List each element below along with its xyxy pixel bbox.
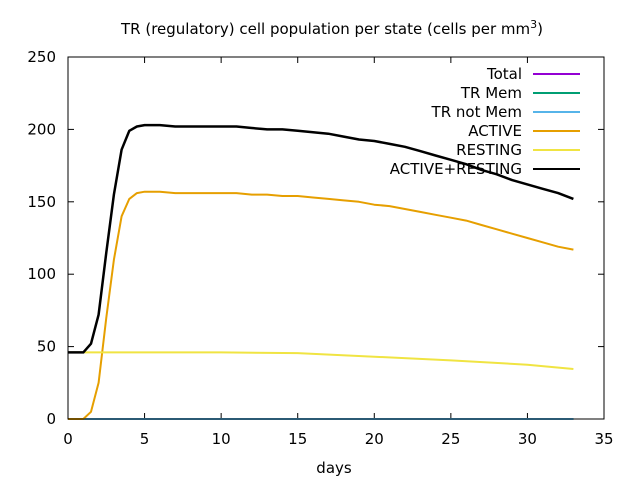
y-tick-label: 150 <box>27 193 56 211</box>
x-tick-label: 0 <box>63 430 73 448</box>
x-axis-label: days <box>316 459 352 477</box>
x-tick-label: 10 <box>212 430 231 448</box>
x-tick-label: 15 <box>288 430 307 448</box>
y-tick-label: 50 <box>37 338 56 356</box>
series-line-resting <box>68 351 574 370</box>
legend-label: RESTING <box>456 141 522 159</box>
legend-label: ACTIVE+RESTING <box>390 160 522 178</box>
x-tick-label: 25 <box>441 430 460 448</box>
series-line-active <box>68 190 574 420</box>
x-tick-label: 30 <box>518 430 537 448</box>
legend-label: Total <box>486 65 522 83</box>
plot-frame <box>67 56 605 420</box>
legend-label: TR not Mem <box>431 103 522 121</box>
x-tick-label: 35 <box>594 430 613 448</box>
y-tick-label: 250 <box>27 48 56 66</box>
y-tick-label: 100 <box>27 265 56 283</box>
legend-label: TR Mem <box>460 84 522 102</box>
axis-ticks: 0 5 10 15 20 25 30 35 0 50 100 150 200 250 <box>27 48 613 448</box>
x-tick-label: 5 <box>140 430 150 448</box>
y-tick-label: 0 <box>46 410 56 428</box>
y-tick-label: 200 <box>27 120 56 138</box>
x-tick-label: 20 <box>365 430 384 448</box>
series-line-active-resting <box>68 123 574 354</box>
chart-title: TR (regulatory) cell population per stat… <box>120 18 543 38</box>
legend-label: ACTIVE <box>468 122 522 140</box>
